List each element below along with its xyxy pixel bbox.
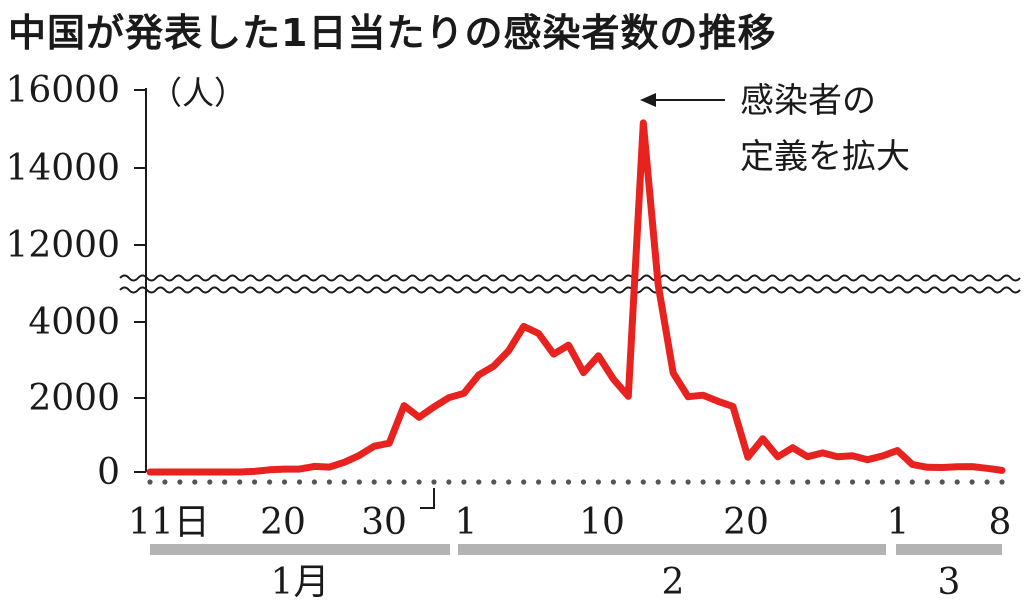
y-tick-2000: 2000 (28, 378, 120, 419)
axis-dot (820, 479, 826, 485)
month-label-jan: 1月 (271, 562, 330, 603)
axis-dot (969, 479, 975, 485)
axis-dot (207, 479, 213, 485)
axis-dot (924, 479, 930, 485)
axis-dot (894, 479, 901, 485)
axis-dot (595, 479, 602, 485)
y-unit-label: （人） (150, 74, 246, 112)
axis-dot (267, 479, 273, 485)
x-tick-8: 8 (989, 502, 1012, 543)
axis-dot (730, 479, 736, 485)
axis-dot (999, 479, 1005, 485)
axis-dot (984, 479, 990, 485)
axis-dot (252, 479, 258, 485)
x-tick-11: 11日 (128, 502, 210, 543)
axis-dot (491, 479, 497, 485)
axis-dot (835, 479, 841, 485)
month-bar-jan (150, 544, 450, 555)
annotation-arrow-head (640, 93, 656, 107)
x-tick-30: 30 (361, 502, 407, 543)
axis-dot (909, 479, 915, 485)
month-bar-feb (458, 544, 886, 555)
x-tick-10: 10 (579, 502, 625, 543)
axis-dot (431, 479, 437, 485)
axis-dot (655, 479, 661, 485)
axis-dot (685, 479, 691, 485)
axis-dot (192, 479, 198, 485)
y-tick-14000: 14000 (5, 148, 120, 189)
x-axis-dots (147, 479, 1005, 485)
axis-dot (311, 479, 317, 485)
month-label-feb: 2 (662, 562, 685, 603)
axis-dot (849, 479, 856, 485)
axis-dot (805, 479, 811, 485)
axis-dot (700, 479, 706, 485)
annotation-line-2: 定義を拡大 (740, 137, 910, 177)
series-line (146, 119, 1006, 476)
axis-dot (237, 479, 243, 485)
annotation-line-1: 感染者の (740, 81, 876, 121)
axis-dot (760, 479, 766, 485)
axis-dot (147, 479, 153, 485)
axis-dot (296, 479, 303, 485)
axis-dot (551, 479, 557, 485)
axis-dot (281, 479, 288, 485)
axis-dot (222, 479, 228, 485)
axis-dot (177, 479, 183, 485)
axis-dot (954, 479, 960, 485)
axis-dot (536, 479, 542, 485)
month-bar-mar (896, 544, 1002, 555)
axis-dot (640, 479, 646, 485)
x-tick-1-feb: 1 (455, 502, 478, 543)
axis-dot (371, 479, 377, 485)
axis-dot (476, 479, 482, 485)
axis-dot (506, 479, 512, 485)
axis-dot (386, 479, 392, 485)
axis-dot (610, 479, 617, 485)
month-label-mar: 3 (938, 562, 961, 603)
axis-dot (580, 479, 587, 485)
axis-dot (446, 479, 452, 485)
y-tick-16000: 16000 (5, 70, 120, 111)
y-tick-marks (134, 89, 146, 473)
axis-dot (879, 479, 886, 485)
axis-dot (939, 479, 945, 485)
axis-dot (715, 479, 721, 485)
axis-dot (565, 479, 572, 485)
axis-dot (521, 479, 527, 485)
axis-dot (670, 479, 676, 485)
axis-dot (625, 479, 631, 485)
x-tick-20-feb: 20 (723, 502, 769, 543)
month-end-marker (420, 488, 435, 509)
axis-dot (162, 479, 168, 485)
y-tick-0: 0 (97, 452, 120, 493)
axis-dot (790, 479, 796, 485)
axis-dot (461, 479, 467, 485)
axis-dot (326, 479, 332, 485)
x-tick-20-jan: 20 (260, 502, 306, 543)
axis-dot (356, 479, 362, 485)
axis-break (119, 274, 1021, 294)
chart-title: 中国が発表した1日当たりの感染者数の推移 (8, 11, 777, 55)
axis-dot (401, 479, 407, 485)
axis-dot (775, 479, 781, 485)
axis-dot (416, 479, 422, 485)
y-tick-4000: 4000 (28, 302, 120, 343)
axis-dot (745, 479, 751, 485)
axis-dot (341, 479, 347, 485)
x-tick-1-mar: 1 (887, 502, 910, 543)
axis-dot (864, 479, 871, 485)
y-tick-12000: 12000 (5, 225, 120, 266)
